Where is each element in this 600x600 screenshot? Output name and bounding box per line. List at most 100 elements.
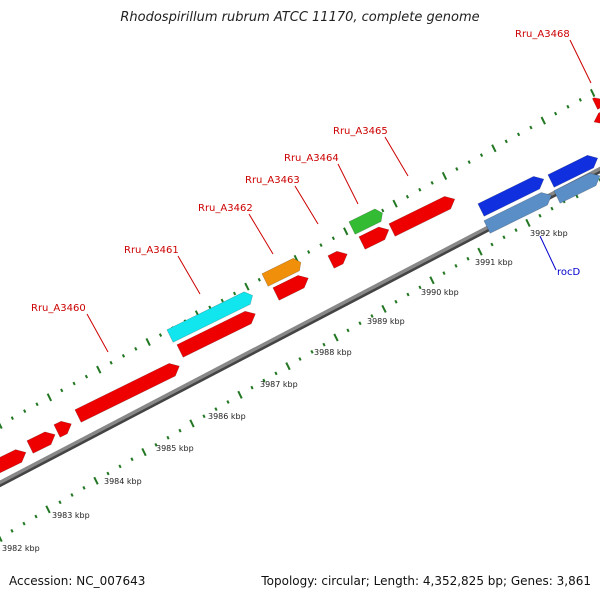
ruler-tick: [370, 314, 374, 318]
ruler-tick: [346, 328, 350, 333]
gene-label: Rru_A3463: [245, 175, 300, 186]
ruler-tick: [285, 362, 291, 371]
ruler-tick: [189, 419, 195, 428]
gene-arrow: [74, 363, 180, 423]
ruler-tick: [154, 443, 158, 447]
ruler-tick: [394, 299, 398, 304]
gene-label: Rru_A3465: [333, 126, 388, 137]
gene-arrow: [388, 196, 456, 237]
gene-label: Rru_A3468: [515, 29, 570, 40]
gene-leader-line: [569, 39, 592, 84]
gene-label: Rru_A3462: [198, 203, 253, 214]
gene-arrow: [477, 176, 545, 217]
gene-arrow: [358, 226, 390, 250]
ruler-tick: [58, 500, 62, 505]
ruler-tick: [381, 208, 385, 213]
ruler-tick: [358, 321, 362, 326]
gene-leader-line: [86, 313, 109, 353]
ruler-tick: [34, 514, 38, 519]
gene-label: Rru_A3464: [284, 153, 339, 164]
ruler-tick: [406, 292, 410, 297]
ruler-tick: [454, 264, 458, 268]
gene-arrow: [261, 257, 302, 287]
gene-arrow: [483, 192, 553, 234]
ruler-tick: [0, 422, 3, 430]
ruler-tick: [10, 416, 14, 420]
ruler-tick: [93, 476, 99, 485]
ruler-tick: [130, 457, 134, 462]
ruler-tick: [145, 337, 151, 347]
inner-ruler: [0, 178, 600, 543]
ruler-tick: [529, 125, 533, 130]
ruler-tick: [208, 305, 212, 310]
ruler-tick: [479, 153, 484, 158]
gene-arrow: [26, 431, 56, 454]
gene-arrow: [0, 449, 27, 474]
ruler-tick: [466, 256, 470, 261]
ruler-tick: [106, 471, 110, 476]
scale-tick-label: 3990 kbp: [421, 288, 459, 297]
accession-text: Accession: NC_007643: [9, 574, 146, 588]
ruler-tick: [226, 400, 230, 404]
ruler-tick: [343, 227, 349, 236]
gene-arrow: [553, 172, 600, 204]
ruler-tick: [166, 435, 170, 440]
ruler-tick: [257, 277, 261, 282]
gene-label: Rru_A3460: [31, 303, 86, 314]
ruler-tick: [274, 371, 278, 376]
gene-arrow: [348, 208, 383, 235]
ruler-tick: [22, 521, 26, 526]
ruler-tick: [381, 304, 387, 313]
ruler-tick: [82, 486, 86, 490]
ruler-tick: [307, 250, 311, 254]
ruler-tick: [72, 381, 76, 386]
ruler-tick: [70, 493, 74, 497]
scale-tick-label: 3986 kbp: [208, 412, 246, 421]
outer-ruler: [0, 88, 596, 430]
ruler-tick: [514, 228, 518, 232]
ruler-tick: [45, 505, 51, 514]
ruler-tick: [109, 360, 113, 365]
ruler-tick: [0, 535, 3, 543]
scale-tick-label: 3984 kbp: [104, 477, 142, 486]
ruler-tick: [418, 285, 422, 290]
gene-arrow: [272, 275, 309, 301]
ruler-tick: [244, 282, 250, 291]
ruler-tick: [141, 448, 147, 457]
ruler-tick: [60, 388, 64, 393]
ruler-tick: [405, 194, 410, 199]
ruler-tick: [35, 402, 39, 407]
gene-label: Rru_A3461: [124, 245, 179, 256]
ruler-tick: [578, 97, 582, 102]
ruler-tick: [430, 180, 434, 185]
ruler-tick: [525, 218, 531, 227]
gene-arrow: [592, 97, 600, 110]
ruler-tick: [418, 187, 422, 192]
ruler-tick: [46, 393, 53, 402]
ruler-tick: [392, 199, 398, 208]
ruler-tick: [442, 271, 446, 275]
ruler-tick: [232, 291, 237, 296]
ruler-tick: [84, 374, 89, 379]
map-title: Rhodospirillum rubrum ATCC 11170, comple…: [120, 10, 480, 25]
gene-arrow: [547, 154, 599, 188]
ruler-tick: [220, 298, 224, 303]
ruler-tick: [96, 365, 102, 374]
ruler-tick: [250, 385, 254, 390]
ruler-tick: [178, 428, 182, 433]
ruler-tick: [202, 414, 206, 419]
scale-tick-label: 3989 kbp: [367, 317, 405, 326]
gene-leader-line: [384, 136, 409, 177]
gene-arrow: [166, 291, 253, 343]
ruler-tick: [477, 247, 483, 256]
ruler-tick: [134, 347, 138, 351]
scale-tick-label: 3991 kbp: [475, 258, 513, 267]
ruler-tick: [540, 116, 546, 125]
ruler-tick: [319, 243, 323, 247]
scale-tick-label: 3988 kbp: [314, 348, 352, 357]
gene-label: rocD: [557, 267, 581, 278]
ruler-tick: [490, 242, 494, 247]
scale-tick-label: 3982 kbp: [2, 544, 40, 553]
ruler-tick: [589, 88, 596, 97]
ruler-tick: [550, 206, 554, 211]
